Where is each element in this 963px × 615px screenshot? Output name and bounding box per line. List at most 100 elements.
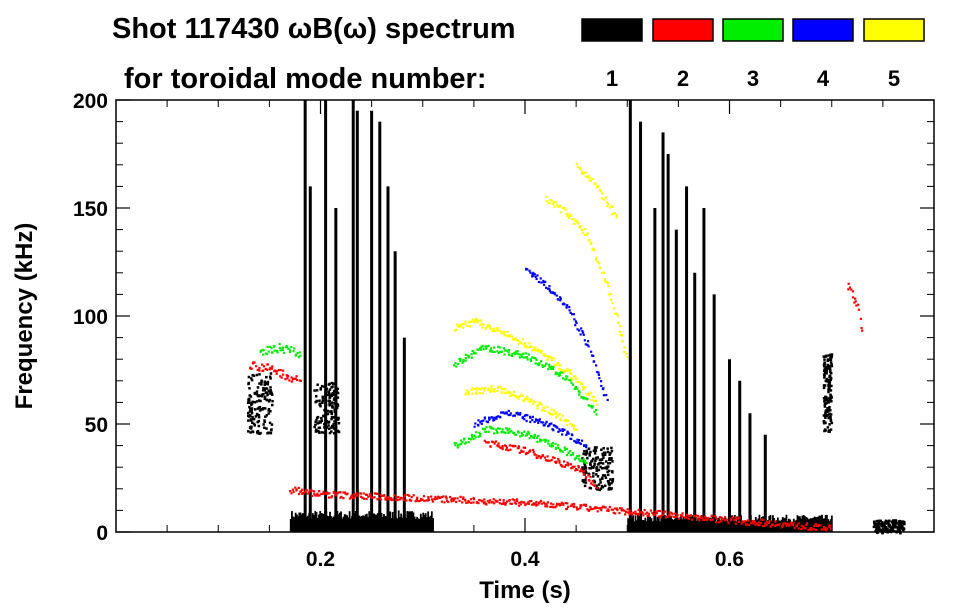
y-axis-label: Frequency (kHz) [11, 223, 38, 410]
series-2-curve-2-mark [261, 363, 264, 366]
series-3-curve-1-mark [464, 356, 467, 360]
series-2-curve-2-mark [277, 369, 280, 372]
series-1-band-0-mark [358, 515, 361, 532]
series-3-curve-0-mark [581, 460, 584, 463]
series-1-band-1-mark [742, 520, 745, 532]
series-4-curve-1 [525, 267, 609, 402]
legend-label-4: 4 [817, 66, 830, 91]
series-2-curve-0-mark [791, 523, 795, 527]
series-3-curve-0-mark [533, 433, 536, 436]
series-3-curve-0-mark [501, 428, 504, 431]
series-2-curve-0-mark [348, 497, 351, 500]
series-3-curve-1-mark [538, 362, 541, 365]
series-1-blob-3-mark [255, 390, 259, 393]
series-3-curve-1-mark [562, 377, 565, 380]
series-2-curve-0-mark [600, 509, 603, 512]
series-5-curve-1-mark [491, 389, 495, 392]
series-2-curve-1-mark [558, 459, 561, 463]
series-2-curve-3-mark [857, 308, 861, 311]
series-2-curve-0-mark [524, 503, 527, 506]
series-1-blob-3-mark [264, 391, 268, 394]
series-3-curve-0-mark [488, 425, 492, 428]
series-3-curve-1-mark [514, 350, 518, 353]
series-2-curve-0-mark [322, 492, 325, 495]
series-1-band-0-mark [429, 515, 432, 532]
series-1-band-1-mark [689, 517, 692, 532]
series-5-curve-0-mark [546, 358, 549, 362]
series-2-curve-2-mark [266, 368, 269, 371]
series-5-curve-1-mark [509, 394, 512, 398]
series-1-blob-5-mark [823, 397, 826, 400]
series-2-curve-2-mark [275, 370, 279, 373]
series-2-curve-3-mark [847, 282, 850, 285]
series-3-curve-1-mark [507, 348, 511, 352]
series-4-curve-0-mark [547, 425, 550, 428]
series-4-curve-0-mark [509, 412, 512, 415]
series-2-curve-0-mark [618, 511, 621, 515]
series-1-band-1-mark [709, 517, 712, 532]
series-5-curve-1-mark [507, 390, 510, 393]
series-2-curve-0-mark [824, 529, 828, 532]
series-1-blob-5-mark [829, 413, 833, 416]
series-5-curve-2-mark [549, 199, 552, 202]
series-2-curve-0-mark [518, 501, 521, 504]
series-4-curve-0-mark [545, 420, 548, 423]
series-5-curve-1-mark [481, 392, 485, 395]
series-1-blob-4-mark [608, 483, 611, 486]
series-5-curve-2-mark [607, 284, 610, 287]
series-3-curve-1-mark [580, 396, 583, 399]
series-1-blob-6-mark [872, 520, 876, 524]
series-3-curve-1-mark [485, 345, 488, 348]
series-5-curve-2-mark [590, 241, 593, 244]
series-2-curve-0-mark [303, 491, 307, 494]
series-4-curve-1-mark [600, 380, 603, 383]
series-5-curve-0-mark [592, 396, 595, 399]
series-2-curve-0-mark [737, 520, 741, 523]
series-5-curve-1-mark [532, 400, 536, 403]
series-5-curve-2-mark [545, 200, 549, 203]
series-3-curve-1-mark [578, 393, 581, 396]
series-2-curve-0-mark [387, 496, 390, 499]
x-axis-label: Time (s) [479, 577, 571, 604]
series-5-curve-0-mark [574, 375, 577, 378]
series-1-blob-4-mark [585, 451, 589, 455]
series-2-curve-1-mark [555, 460, 558, 463]
series-4-curve-1-mark [531, 273, 534, 276]
series-1-blob-6-mark [881, 521, 884, 524]
series-2-curve-2-mark [269, 366, 272, 370]
series-1-band-0-mark [418, 519, 421, 532]
series-2-curve-0-mark [478, 498, 481, 502]
series-3-curve-0-mark [569, 454, 572, 457]
series-1-blob-5-mark [829, 393, 832, 397]
series-3-curve-1-mark [491, 350, 494, 353]
series-4-curve-1-mark [606, 398, 609, 402]
series-1-blob-3-mark [268, 398, 272, 402]
series-5-curve-2-mark [567, 216, 571, 220]
series-5-curve-2 [545, 195, 629, 359]
series-2-curve-1-mark [567, 464, 570, 467]
series-5-curve-3-mark [599, 190, 602, 193]
series-1-blob-5-mark [829, 370, 832, 374]
series-2-curve-0-mark [328, 492, 331, 495]
series-3-curve-0-mark [527, 430, 530, 433]
series-1-blob-5-mark [827, 354, 830, 357]
series-2-curve-1-mark [505, 446, 509, 449]
series-1-band-1-mark [695, 520, 698, 532]
series-1-blob-6-mark [888, 523, 892, 527]
series-1-blob-2-mark [320, 416, 323, 420]
series-1-band-0-mark [354, 511, 357, 532]
series-3-curve-0-mark [471, 435, 474, 439]
series-2-curve-0-mark [301, 492, 304, 495]
series-5-curve-0-mark [480, 322, 484, 326]
series-2-curve-0-mark [681, 512, 684, 515]
series-2-curve-0-mark [600, 506, 603, 510]
series-2-curve-2-mark [252, 361, 255, 364]
series-2-curve-0-mark [361, 496, 364, 499]
series-3-curve-1-mark [459, 357, 462, 360]
series-1-blob-4-mark [593, 452, 597, 455]
series-3-curve-1-mark [473, 351, 476, 354]
series-2-curve-0-mark [815, 524, 819, 527]
series-3-curve-0-mark [493, 432, 496, 435]
series-1-blob-4-mark [584, 481, 588, 484]
series-3-curve-2-mark [284, 346, 287, 349]
